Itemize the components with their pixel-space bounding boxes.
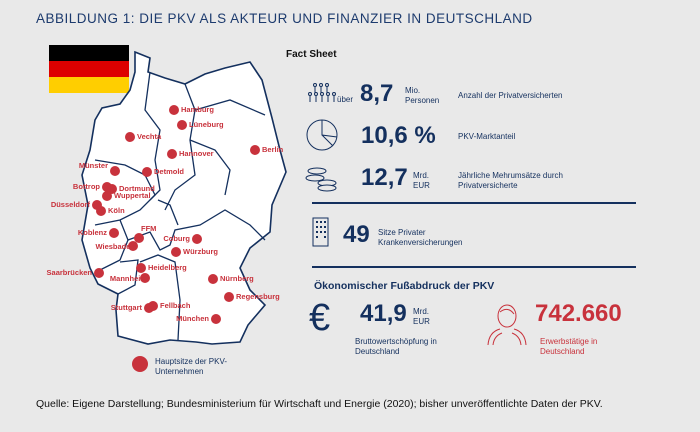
city-marker: [224, 292, 234, 302]
city-marker: [96, 206, 106, 216]
gva-unit: Mrd. EUR: [413, 307, 430, 326]
legend-label: Hauptsitze der PKV-Unternehmen: [155, 357, 228, 376]
pie-chart-icon: [306, 119, 338, 151]
city-marker: [148, 301, 158, 311]
market-share-value: 10,6 %: [361, 122, 436, 149]
city-label: Hamburg: [181, 105, 214, 114]
city-label: Wuppertal: [114, 191, 151, 200]
prefix: über: [337, 95, 354, 104]
city-label: Hannover: [179, 149, 214, 158]
legend-marker: [132, 356, 148, 372]
city-marker: [110, 166, 120, 176]
city-label: Coburg: [163, 234, 190, 243]
factsheet-heading: Fact Sheet: [286, 49, 337, 60]
companies-label: Sitze Privater Krankenversicherungen: [378, 228, 463, 247]
insured-value: 8,7: [360, 80, 394, 107]
city-marker: [177, 120, 187, 130]
divider: [312, 266, 636, 268]
page-title: ABBILDUNG 1: DIE PKV ALS AKTEUR UND FINA…: [36, 11, 533, 26]
city-label: Regensburg: [236, 292, 280, 301]
gva-label: Bruttowertschöpfung in Deutschland: [355, 337, 437, 356]
city-marker: [250, 145, 260, 155]
city-label: Mannheim: [109, 274, 147, 283]
city-label: Nürnberg: [220, 274, 254, 283]
city-label: Düsseldorf: [50, 200, 90, 209]
building-icon: [312, 217, 329, 247]
footprint-heading: Ökonomischer Fußabdruck der PKV: [314, 280, 495, 292]
city-marker: [94, 268, 104, 278]
people-icon: [308, 83, 336, 102]
insured-unit: Mio. Personen: [405, 86, 440, 105]
revenue-label: Jährliche Mehrumsätze durch Privatversic…: [458, 171, 563, 190]
city-label: Wiesbaden: [95, 242, 135, 251]
germany-flag: [49, 45, 129, 93]
city-label: FFM: [141, 224, 157, 233]
city-marker: [192, 234, 202, 244]
city-label: Dortmund: [119, 184, 155, 193]
city-label: Detmold: [154, 167, 184, 176]
source-note: Quelle: Eigene Darstellung; Bundesminist…: [36, 398, 603, 410]
city-marker: [107, 184, 117, 194]
city-marker: [92, 200, 102, 210]
city-marker: [134, 233, 144, 243]
city-label: Köln: [108, 206, 125, 215]
city-marker: [208, 274, 218, 284]
city-label: Würzburg: [183, 247, 218, 256]
revenue-value: 12,7: [361, 164, 408, 191]
city-label: Vechta: [137, 132, 162, 141]
market-share-label: PKV-Marktanteil: [458, 132, 516, 141]
city-label: Lüneburg: [189, 120, 224, 129]
divider: [312, 202, 636, 204]
gva-value: 41,9: [360, 300, 407, 327]
coins-icon: [305, 167, 337, 192]
germany-outline: [81, 50, 287, 345]
city-marker: [102, 191, 112, 201]
city-label: Fellbach: [160, 301, 191, 310]
city-marker: [140, 273, 150, 283]
euro-icon: €: [309, 297, 331, 339]
city-label: Saarbrücken: [46, 268, 92, 277]
city-marker: [128, 241, 138, 251]
city-marker: [125, 132, 135, 142]
germany-map: [81, 50, 287, 345]
city-label: Stuttgart: [110, 303, 142, 312]
city-label: Münster: [78, 161, 108, 170]
revenue-unit: Mrd. EUR: [413, 171, 430, 190]
city-label: München: [176, 314, 209, 323]
city-marker: [167, 149, 177, 159]
city-label: Bottrop: [72, 182, 100, 191]
city-marker: [211, 314, 221, 324]
city-marker: [136, 263, 146, 273]
city-marker: [109, 228, 119, 238]
city-marker: [142, 167, 152, 177]
city-label: Koblenz: [77, 228, 107, 237]
city-label: Heidelberg: [148, 263, 187, 272]
insured-label: Anzahl der Privatversicherten: [458, 91, 563, 100]
person-icon: [487, 304, 527, 346]
city-marker: [171, 247, 181, 257]
companies-value: 49: [343, 221, 370, 248]
jobs-value: 742.660: [535, 300, 622, 327]
city-marker: [169, 105, 179, 115]
jobs-label: Erwerbstätige in Deutschland: [540, 337, 598, 356]
city-label: Berlin: [262, 145, 284, 154]
